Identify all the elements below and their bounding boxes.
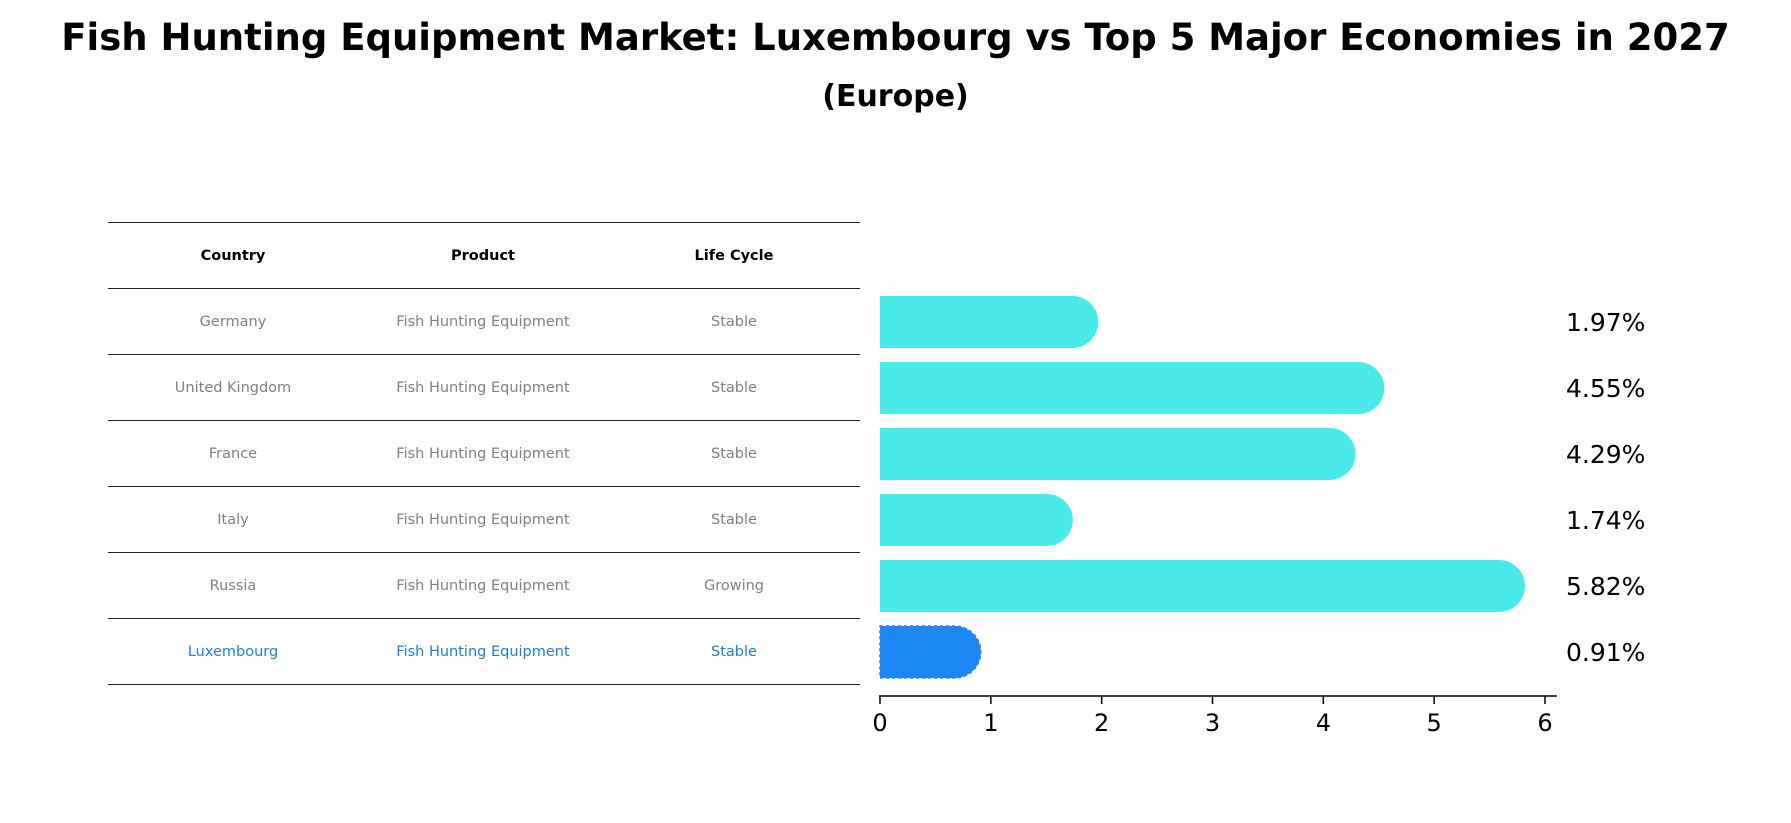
product-cell: Fish Hunting Equipment (396, 511, 570, 528)
product-cell: Fish Hunting Equipment (396, 379, 570, 396)
bar (880, 362, 1385, 414)
life-cycle-cell: Growing (703, 577, 765, 594)
value-label: 4.29% (1566, 440, 1645, 469)
value-label: 0.91% (1566, 638, 1645, 667)
country-cell: Russia (209, 577, 257, 594)
table-row: Russia Fish Hunting Equipment Growing (108, 553, 860, 619)
life-cycle-cell: Stable (711, 379, 757, 396)
header-product: Product (451, 247, 515, 264)
country-cell: Luxembourg (187, 643, 279, 660)
value-label: 1.74% (1566, 506, 1645, 535)
chart-subtitle: (Europe) (822, 79, 969, 114)
table-row: United Kingdom Fish Hunting Equipment St… (108, 355, 860, 421)
bar (879, 625, 982, 679)
country-cell: Germany (199, 313, 267, 330)
table-row: France Fish Hunting Equipment Stable (108, 421, 860, 487)
chart-title: Fish Hunting Equipment Market: Luxembour… (61, 16, 1730, 59)
x-tick-label: 4 (1316, 709, 1331, 737)
bar (880, 296, 1099, 348)
country-cell: France (208, 445, 258, 462)
value-label: 5.82% (1566, 572, 1645, 601)
bar (880, 560, 1526, 612)
table-row-highlight: Luxembourg Fish Hunting Equipment Stable (108, 619, 860, 685)
product-cell: Fish Hunting Equipment (396, 313, 570, 330)
header-country: Country (200, 247, 266, 264)
bar (880, 494, 1073, 546)
table-row: Germany Fish Hunting Equipment Stable (108, 289, 860, 355)
x-tick-label: 3 (1205, 709, 1220, 737)
country-cell: Italy (217, 511, 249, 528)
life-cycle-cell: Stable (711, 643, 757, 660)
x-tick-label: 2 (1094, 709, 1109, 737)
country-cell: United Kingdom (174, 379, 292, 396)
header-life-cycle: Life Cycle (694, 247, 774, 264)
life-cycle-cell: Stable (711, 445, 757, 462)
x-tick-label: 5 (1427, 709, 1442, 737)
product-cell: Fish Hunting Equipment (396, 445, 570, 462)
value-label: 4.55% (1566, 374, 1645, 403)
table-header-row: Country Product Life Cycle (108, 222, 860, 289)
x-tick-label: 0 (872, 709, 887, 737)
bar (880, 428, 1356, 480)
product-cell: Fish Hunting Equipment (396, 643, 570, 660)
x-tick-label: 6 (1537, 709, 1552, 737)
product-cell: Fish Hunting Equipment (396, 577, 570, 594)
value-label: 1.97% (1566, 308, 1645, 337)
x-tick-label: 1 (983, 709, 998, 737)
table-row: Italy Fish Hunting Equipment Stable (108, 487, 860, 553)
life-cycle-cell: Stable (711, 313, 757, 330)
life-cycle-cell: Stable (711, 511, 757, 528)
info-table: Country Product Life Cycle Germany Fish … (108, 222, 860, 685)
